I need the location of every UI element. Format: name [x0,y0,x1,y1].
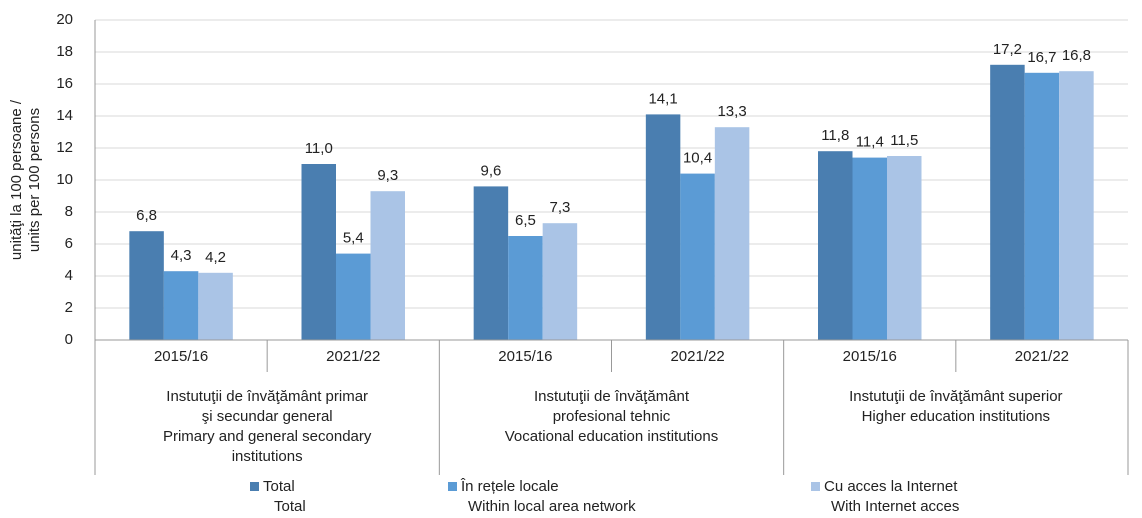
legend-label: With Internet acces [831,498,959,515]
legend-swatch [448,482,457,491]
group-label: Instutuţii de învăţământ primar [166,388,368,405]
bar [301,164,336,340]
group-label: şi secundar general [202,408,333,425]
y-tick-label: 18 [56,43,73,60]
y-tick-label: 4 [65,267,73,284]
group-label: institutions [232,448,303,465]
legend-swatch [250,482,259,491]
group-label: Instutuţii de învăţământ superior [849,388,1062,405]
group-label: Primary and general secondary [163,428,372,445]
value-label: 6,5 [515,212,536,229]
bar [714,127,750,340]
group-label: Higher education institutions [862,408,1050,425]
bar [336,253,371,340]
legend-label: Within local area network [468,498,636,515]
value-label: 17,2 [993,41,1022,58]
value-label: 11,0 [305,140,333,157]
bar [473,186,509,340]
x-tick-label: 2021/22 [670,348,724,365]
y-tick-label: 16 [56,75,73,92]
legend-swatch [811,482,820,491]
y-tick-label: 14 [56,107,73,124]
value-label: 6,8 [136,207,157,224]
bar [818,151,853,340]
group-label: Instutuţii de învăţământ [534,388,690,405]
legend-label: În rețele locale [460,478,559,495]
value-label: 9,6 [480,162,501,179]
x-tick-label: 2015/16 [154,348,208,365]
group-label: Vocational education institutions [505,428,718,445]
x-tick-label: 2021/22 [326,348,380,365]
bar [1024,72,1060,341]
y-tick-label: 2 [65,299,73,316]
bar [1059,71,1094,340]
value-label: 13,3 [717,103,746,120]
y-tick-label: 6 [65,235,73,252]
y-tick-label: 10 [56,171,73,188]
y-tick-label: 0 [65,331,73,348]
bar [129,231,164,340]
bar [887,156,922,340]
bar [198,272,233,340]
group-label: profesional tehnic [553,408,671,425]
legend-label: Cu acces la Internet [824,478,958,495]
value-label: 16,7 [1027,49,1056,66]
legend-label: Total [274,498,306,515]
value-label: 4,3 [171,247,192,264]
bar [852,157,887,340]
y-axis-label: units per 100 persons [26,108,43,252]
y-tick-label: 8 [65,203,73,220]
value-label: 10,4 [683,150,712,167]
y-axis-label: unităţi la 100 persoane / [8,99,25,260]
y-tick-label: 12 [56,139,73,156]
value-label: 9,3 [377,167,398,184]
value-label: 11,5 [890,132,918,149]
value-label: 11,4 [856,134,884,151]
value-label: 5,4 [343,230,364,247]
bar [508,236,543,340]
bar [990,64,1025,341]
x-tick-label: 2015/16 [843,348,897,365]
bar [542,223,578,340]
value-label: 7,3 [549,199,570,216]
bar [370,191,405,340]
y-tick-label: 20 [56,11,73,28]
legend-label: Total [263,478,295,495]
bar [680,173,715,340]
bar [645,114,681,341]
bar [163,271,199,340]
value-label: 11,8 [821,127,849,144]
x-tick-label: 2021/22 [1015,348,1069,365]
value-label: 16,8 [1062,47,1091,64]
value-label: 14,1 [648,90,677,107]
x-tick-label: 2015/16 [498,348,552,365]
value-label: 4,2 [205,249,226,266]
